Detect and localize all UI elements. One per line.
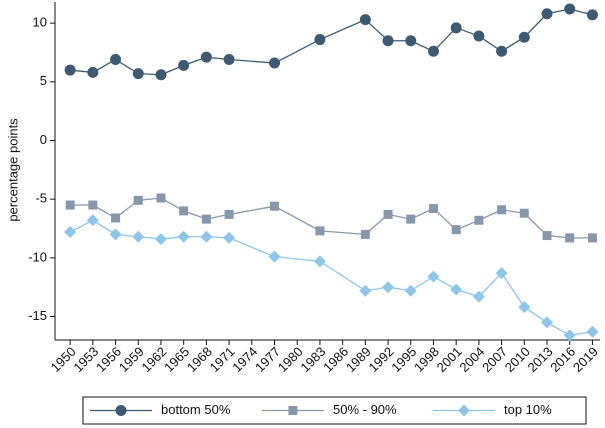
legend-label: top 10% [504, 402, 552, 417]
legend-label: 50% - 90% [333, 402, 397, 417]
marker [201, 214, 211, 224]
marker [315, 226, 325, 236]
marker [156, 193, 166, 203]
marker [179, 206, 189, 216]
marker [382, 281, 395, 294]
legend-box [82, 396, 587, 425]
y-tick-label: 10 [33, 15, 47, 30]
marker [155, 69, 167, 81]
marker [359, 14, 371, 26]
marker [518, 31, 530, 43]
marker [382, 35, 394, 47]
legend-marker [115, 405, 127, 416]
marker [200, 51, 212, 63]
marker [383, 209, 393, 219]
marker [177, 230, 190, 243]
marker [428, 204, 438, 214]
marker [586, 9, 598, 21]
marker [111, 213, 121, 223]
marker [224, 209, 234, 219]
marker [178, 59, 190, 71]
marker [519, 208, 529, 218]
legend: bottom 50% 50% - 90% top 10% [82, 396, 587, 425]
marker [405, 35, 417, 47]
marker [65, 200, 75, 210]
legend-marker [458, 404, 470, 417]
marker [269, 57, 281, 69]
marker [587, 233, 597, 243]
marker [314, 34, 326, 46]
x-tick-label: 2019 [570, 344, 601, 375]
marker [565, 233, 575, 243]
series-line [70, 8, 593, 76]
marker [154, 233, 167, 246]
marker [404, 284, 417, 297]
marker [427, 270, 440, 283]
legend-marker [288, 406, 298, 415]
marker [451, 225, 461, 235]
series-line [70, 197, 593, 239]
marker [496, 45, 508, 57]
marker [110, 54, 122, 66]
marker [88, 200, 98, 210]
marker [200, 230, 213, 243]
y-tick-label: 5 [40, 73, 47, 88]
marker [518, 301, 531, 314]
marker [268, 250, 281, 263]
marker [586, 325, 599, 338]
marker [427, 45, 439, 57]
marker [450, 22, 462, 34]
marker [497, 205, 507, 215]
marker [563, 329, 576, 342]
marker [359, 284, 372, 297]
marker [406, 214, 416, 224]
marker [133, 195, 143, 205]
marker [472, 290, 485, 303]
marker [450, 283, 463, 296]
marker [86, 214, 99, 227]
legend-label: bottom 50% [161, 402, 231, 417]
marker [64, 226, 77, 239]
marker [474, 215, 484, 225]
marker [473, 30, 485, 42]
marker [313, 255, 326, 268]
marker [541, 316, 554, 329]
marker [223, 231, 236, 244]
marker [495, 267, 508, 280]
marker [132, 68, 144, 80]
y-tick-label: -10 [28, 249, 47, 264]
marker [64, 64, 76, 76]
marker [223, 54, 235, 66]
y-tick-label: -15 [28, 308, 47, 323]
marker [541, 8, 553, 20]
y-tick-label: -5 [35, 191, 47, 206]
y-axis-label: percentage points [5, 118, 20, 222]
marker [360, 229, 370, 239]
marker [87, 66, 99, 78]
marker [132, 230, 145, 243]
marker [270, 201, 280, 211]
y-tick-label: 0 [40, 132, 47, 147]
marker [109, 228, 122, 241]
marker [542, 231, 552, 241]
series-line [69, 219, 593, 336]
marker [564, 3, 576, 15]
